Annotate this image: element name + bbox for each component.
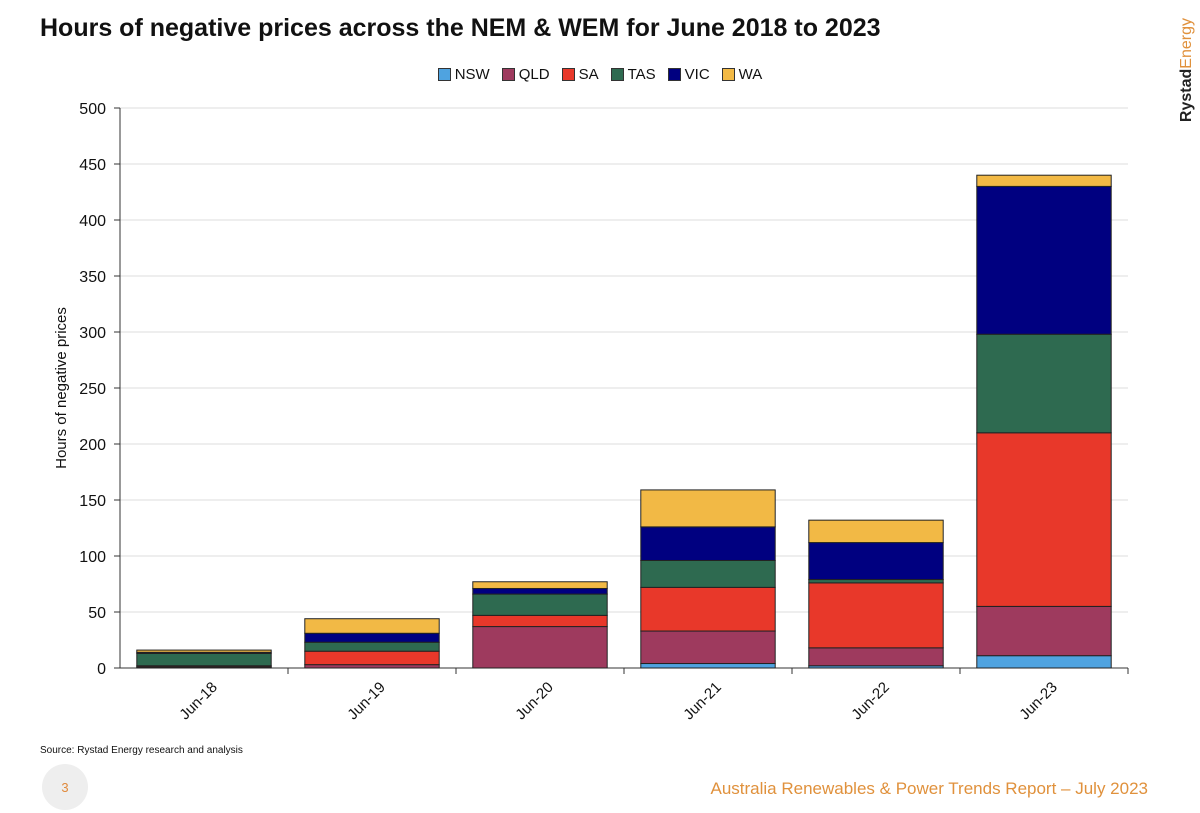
legend-swatch <box>667 68 681 81</box>
bar-segment-vic <box>640 526 776 561</box>
footer-text: Australia Renewables & Power Trends Repo… <box>710 779 1148 798</box>
bar-segment-tas <box>472 593 608 616</box>
y-tick-label: 250 <box>79 381 106 398</box>
x-tick-label: Jun-18 <box>176 679 220 723</box>
bar-segment-tas <box>808 579 944 584</box>
legend-swatch <box>721 68 735 81</box>
x-tick-label: Jun-21 <box>680 679 724 723</box>
x-tick-label: Jun-23 <box>1016 679 1060 723</box>
y-tick-label: 50 <box>88 605 106 622</box>
y-tick-label: 150 <box>79 493 106 510</box>
bar-segment-nsw <box>976 655 1112 669</box>
logo-part1: Rystad <box>1178 68 1195 123</box>
y-tick-label: 0 <box>97 661 106 678</box>
legend-item: QLD <box>501 66 550 83</box>
y-tick-label: 500 <box>79 101 106 118</box>
bar-segment-tas <box>640 559 776 588</box>
bar-segment-qld <box>808 647 944 667</box>
bar-segment-nsw <box>640 663 776 669</box>
bar-segment-vic <box>304 632 440 643</box>
bar-segment-vic <box>472 587 608 595</box>
legend-item: WA <box>721 66 763 83</box>
x-tick-label: Jun-19 <box>344 679 388 723</box>
y-axis-label: Hours of negative prices <box>53 307 70 469</box>
y-tick-label: 100 <box>79 549 106 566</box>
legend-swatch <box>561 68 575 81</box>
bar-segment-wa <box>136 649 272 653</box>
bar-segment-qld <box>304 664 440 669</box>
legend-item: VIC <box>667 66 710 83</box>
bar-segment-tas <box>136 652 272 667</box>
legend-item: TAS <box>610 66 656 83</box>
y-tick-label: 300 <box>79 325 106 342</box>
y-tick-label: 200 <box>79 437 106 454</box>
bar-segment-sa <box>304 650 440 666</box>
bar-segment-vic <box>976 185 1112 335</box>
bar-segment-qld <box>640 630 776 665</box>
legend-swatch <box>610 68 624 81</box>
page-number: 3 <box>42 764 88 810</box>
chart-title: Hours of negative prices across the NEM … <box>40 14 881 42</box>
x-tick-label: Jun-22 <box>848 679 892 723</box>
bar-segment-sa <box>640 586 776 632</box>
y-tick-label: 400 <box>79 213 106 230</box>
bar-segment-tas <box>304 641 440 652</box>
logo-part2: Energy <box>1178 18 1195 69</box>
bar-segment-wa <box>976 174 1112 187</box>
legend: NSW QLD SA TAS VIC WA <box>0 66 1200 85</box>
legend-item: SA <box>561 66 599 83</box>
x-tick-label: Jun-20 <box>512 679 556 723</box>
bar-segment-sa <box>808 582 944 649</box>
bar-segment-sa <box>472 614 608 628</box>
legend-label: VIC <box>684 66 710 83</box>
legend-label: QLD <box>518 66 550 83</box>
source-note: Source: Rystad Energy research and analy… <box>40 745 243 756</box>
legend-label: NSW <box>454 66 490 83</box>
legend-swatch <box>501 68 515 81</box>
bar-segment-tas <box>976 333 1112 434</box>
bar-segment-wa <box>640 489 776 528</box>
y-tick-label: 350 <box>79 269 106 286</box>
bar-segment-sa <box>976 432 1112 607</box>
rystad-logo: RystadEnergy <box>1178 18 1196 122</box>
bar-segment-wa <box>808 519 944 544</box>
bar-segment-qld <box>976 605 1112 657</box>
legend-label: SA <box>578 66 599 83</box>
legend-swatch <box>437 68 451 81</box>
bar-segment-wa <box>472 581 608 589</box>
bar-segment-wa <box>304 618 440 634</box>
bar-segment-qld <box>472 626 608 669</box>
y-tick-label: 450 <box>79 157 106 174</box>
legend-item: NSW <box>437 66 490 83</box>
legend-label: TAS <box>627 66 656 83</box>
legend-label: WA <box>738 66 763 83</box>
bar-segment-vic <box>808 542 944 581</box>
